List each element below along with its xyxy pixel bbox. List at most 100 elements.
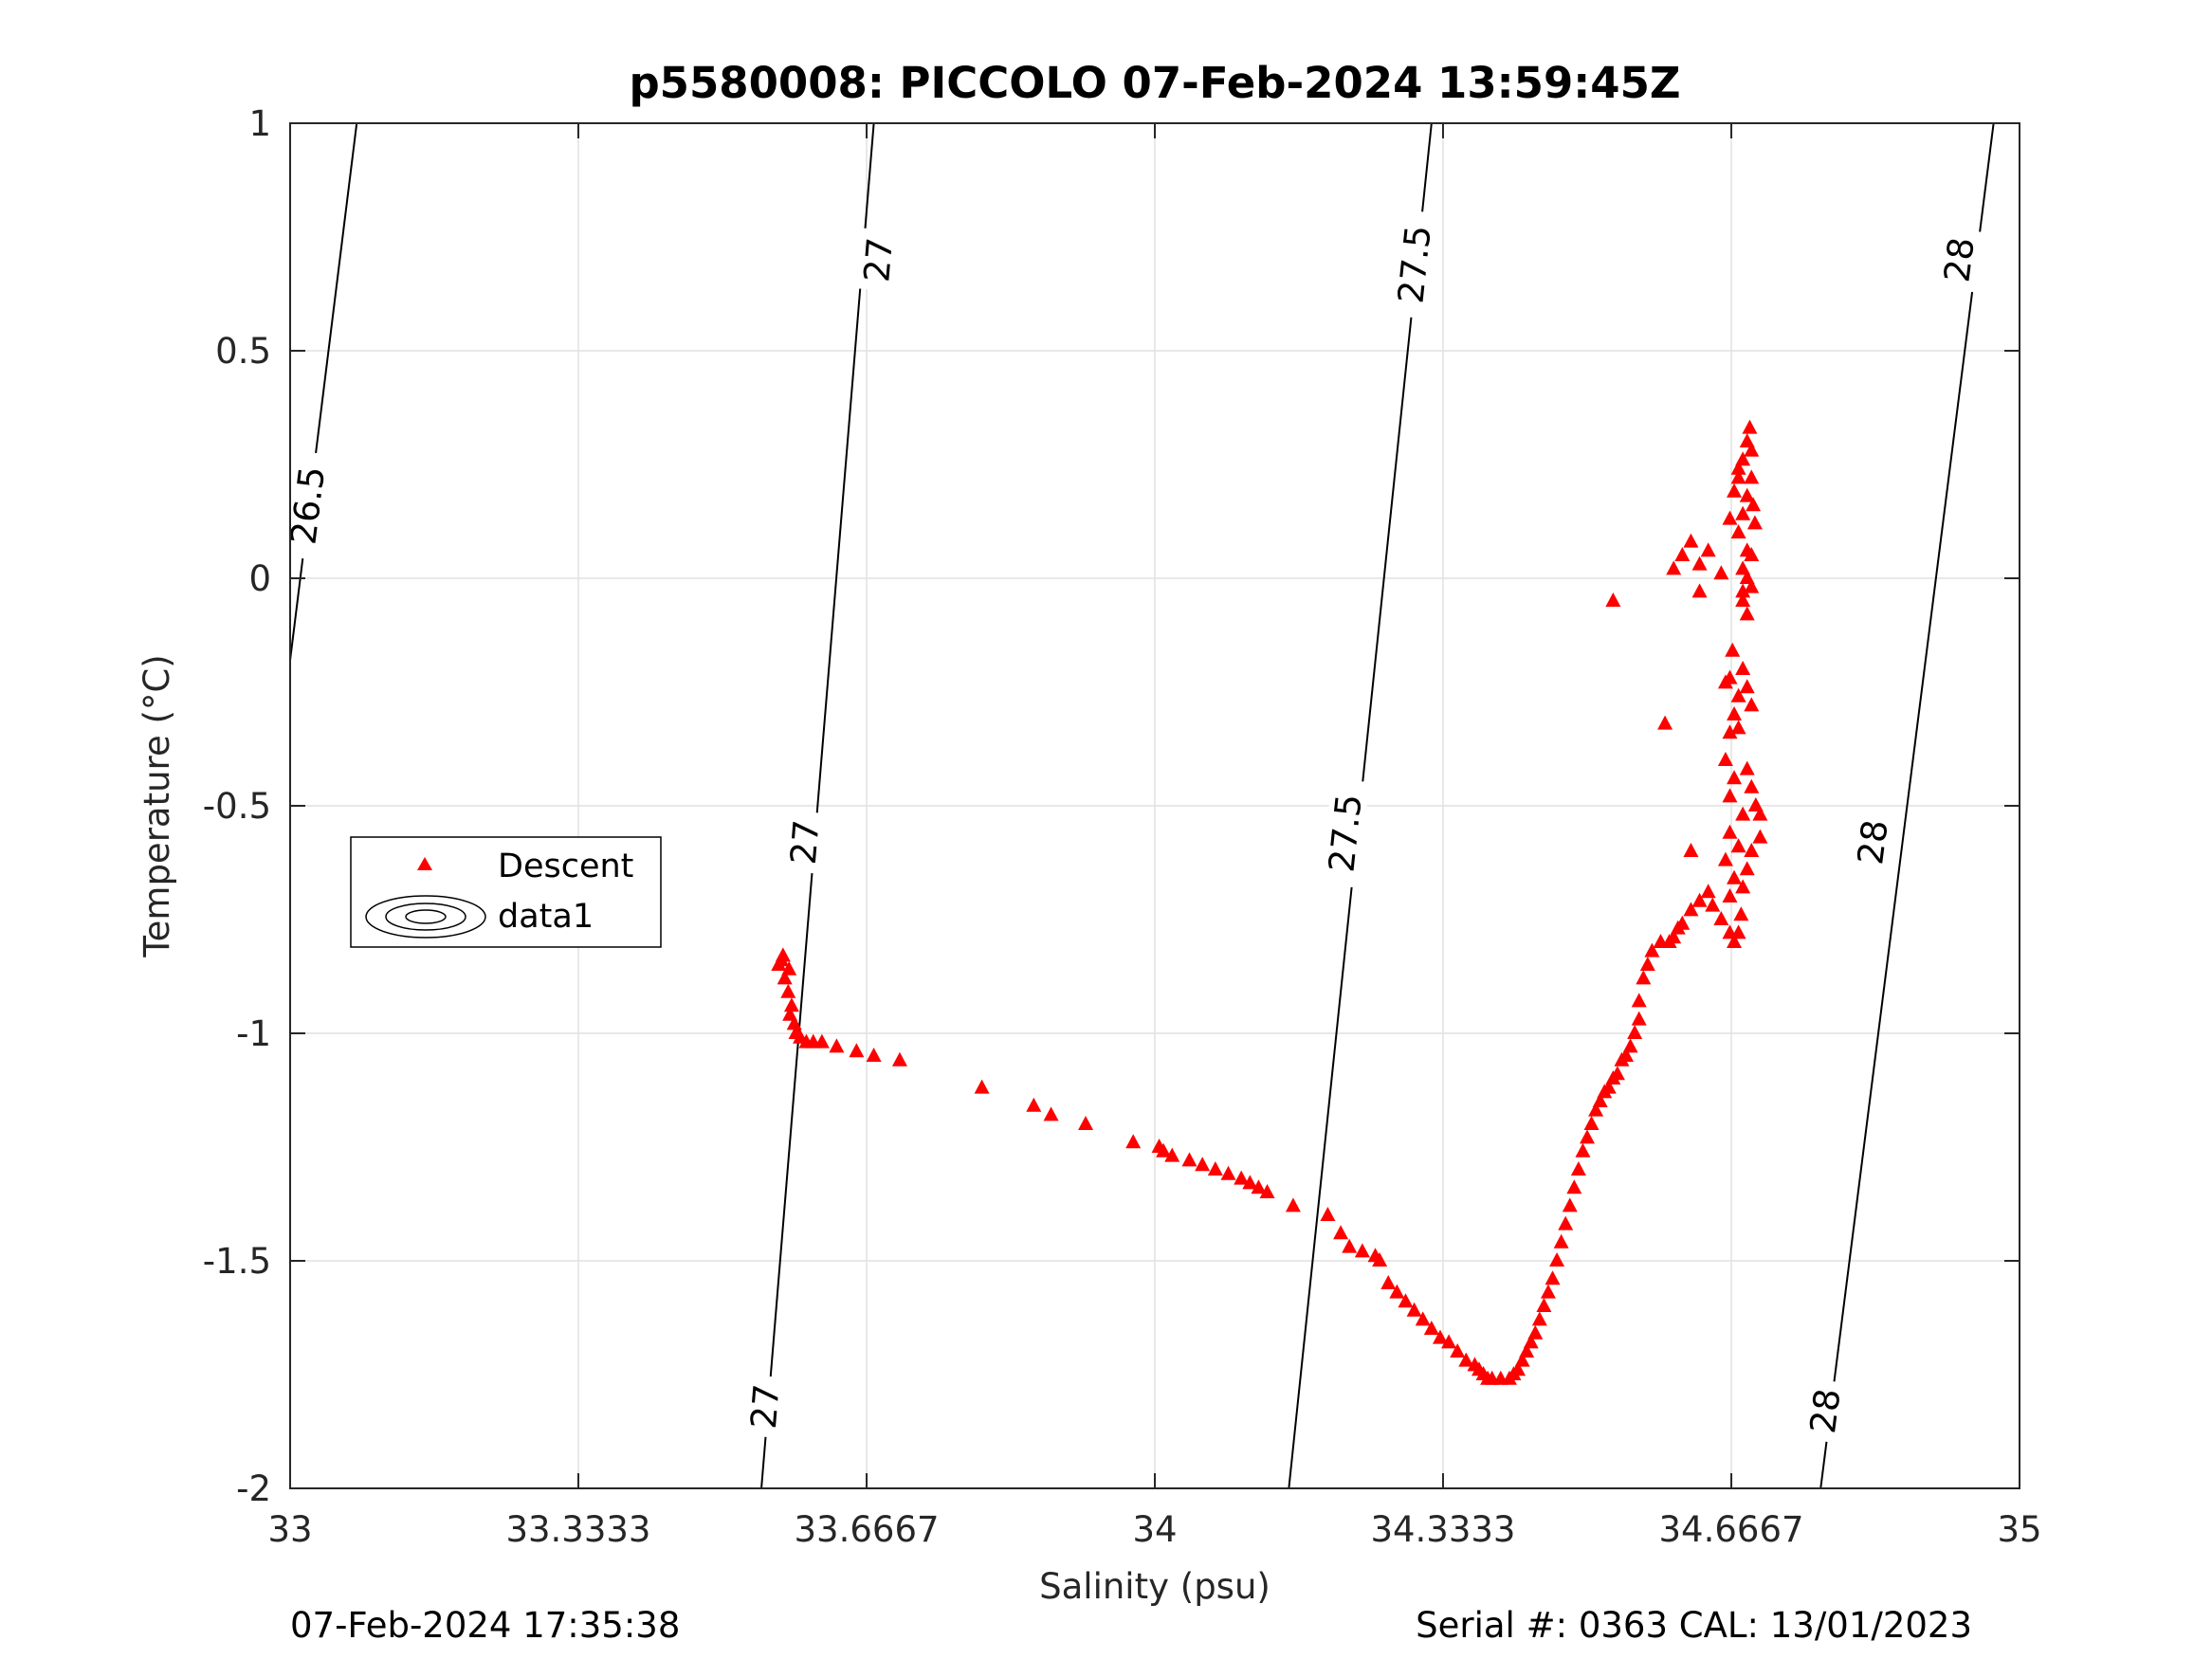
descent-series	[771, 419, 1768, 1385]
descent-point	[1523, 1334, 1539, 1349]
contour-label-text: 27	[856, 236, 901, 283]
descent-point	[1592, 1093, 1608, 1107]
descent-point	[1631, 1011, 1647, 1026]
descent-point	[1450, 1343, 1466, 1358]
descent-point	[1722, 788, 1738, 803]
contour-line	[760, 123, 875, 1488]
x-tick-label: 33.3333	[505, 1509, 650, 1550]
legend: Descent data1	[350, 836, 662, 948]
descent-point	[1722, 888, 1738, 902]
legend-box	[350, 836, 662, 948]
descent-point	[1657, 715, 1673, 730]
contour-label-bg	[1801, 1378, 1848, 1444]
descent-point	[1691, 892, 1708, 907]
descent-point	[1739, 570, 1755, 584]
descent-point	[1251, 1179, 1267, 1194]
descent-point	[1739, 760, 1755, 775]
contour-label-bg	[783, 810, 827, 874]
descent-point	[1739, 606, 1755, 621]
x-axis-ticks: 33 33.3333 33.6667 34 34.3333 34.6667 35	[267, 123, 2042, 1550]
descent-point	[1631, 993, 1647, 1008]
legend-data1-label: data1	[498, 898, 594, 936]
descent-point	[1735, 661, 1751, 675]
footer-serial-cal: Serial #: 0363 CAL: 13/01/2023	[1416, 1605, 1972, 1646]
descent-point	[1622, 1038, 1638, 1053]
descent-point	[1735, 505, 1751, 520]
descent-point	[1406, 1302, 1422, 1317]
descent-point	[1156, 1142, 1172, 1158]
descent-point	[1744, 547, 1760, 561]
descent-point	[1320, 1207, 1336, 1221]
descent-point	[1722, 824, 1738, 839]
contour-label: 27	[783, 810, 828, 874]
descent-point	[1752, 806, 1768, 821]
descent-point	[1285, 1197, 1301, 1212]
contour-line	[1819, 123, 1995, 1488]
descent-point	[1717, 674, 1733, 689]
descent-point	[783, 997, 799, 1012]
descent-point	[1727, 770, 1743, 785]
descent-point	[1735, 879, 1751, 894]
descent-point	[786, 1015, 802, 1030]
contour-label: 27	[743, 1375, 788, 1439]
descent-point	[1639, 957, 1655, 971]
contour-label-text: 27	[783, 818, 828, 866]
y-axis-label: Temperature (°C)	[137, 654, 177, 957]
descent-point	[1389, 1284, 1405, 1299]
descent-point	[1510, 1361, 1526, 1376]
descent-point	[1742, 419, 1758, 434]
descent-point	[1683, 902, 1699, 917]
descent-point	[1125, 1134, 1142, 1149]
descent-point	[1644, 942, 1660, 957]
contour-label-text: 28	[1936, 235, 1983, 284]
y-tick-label: 1	[248, 103, 271, 144]
descent-point	[771, 957, 787, 971]
descent-point	[1691, 556, 1708, 571]
descent-point	[974, 1079, 990, 1094]
contour-label: 28	[1850, 810, 1896, 875]
contour-label-bg	[743, 1375, 787, 1439]
contour-label-bg	[856, 228, 900, 292]
x-tick-label: 34.3333	[1370, 1509, 1515, 1550]
descent-point	[1727, 934, 1743, 948]
descent-point	[1733, 906, 1749, 921]
descent-point	[777, 970, 793, 985]
contour-label: 27.5	[1320, 778, 1370, 888]
descent-point	[1618, 1048, 1635, 1062]
descent-point	[1730, 838, 1746, 853]
x-tick-label: 33.6667	[795, 1509, 940, 1550]
descent-point	[1423, 1321, 1439, 1335]
descent-point	[1744, 697, 1760, 712]
contour-line	[290, 123, 358, 661]
contour-label-bg	[282, 450, 333, 561]
descent-point	[1666, 560, 1682, 575]
x-tick-label: 34.6667	[1659, 1509, 1804, 1550]
descent-point	[1739, 679, 1755, 694]
descent-point	[1627, 1025, 1643, 1039]
descent-point	[814, 1033, 830, 1048]
descent-point	[1342, 1238, 1358, 1253]
descent-point	[1234, 1170, 1250, 1185]
descent-point	[1713, 565, 1729, 580]
descent-point	[1674, 915, 1691, 930]
descent-point	[1583, 1116, 1600, 1130]
legend-contour-icon	[365, 895, 486, 939]
descent-point	[1735, 592, 1751, 607]
descent-point	[1683, 533, 1699, 548]
x-tick-label: 35	[1997, 1509, 2041, 1550]
descent-point	[1441, 1334, 1457, 1349]
descent-point	[1744, 578, 1760, 593]
descent-point	[1605, 592, 1621, 607]
descent-point	[829, 1038, 845, 1053]
y-tick-label: -2	[236, 1468, 271, 1509]
contour-label-text: 26.5	[283, 465, 333, 547]
descent-point	[1727, 869, 1743, 884]
contour-label-bg	[1936, 227, 1983, 293]
descent-point	[1540, 1284, 1556, 1299]
legend-descent-label: Descent	[498, 848, 633, 885]
descent-point	[1415, 1311, 1431, 1326]
descent-point	[1730, 720, 1746, 735]
descent-point	[1744, 469, 1760, 484]
contour-label-bg	[1850, 810, 1895, 875]
y-tick-label: -0.5	[203, 786, 271, 827]
